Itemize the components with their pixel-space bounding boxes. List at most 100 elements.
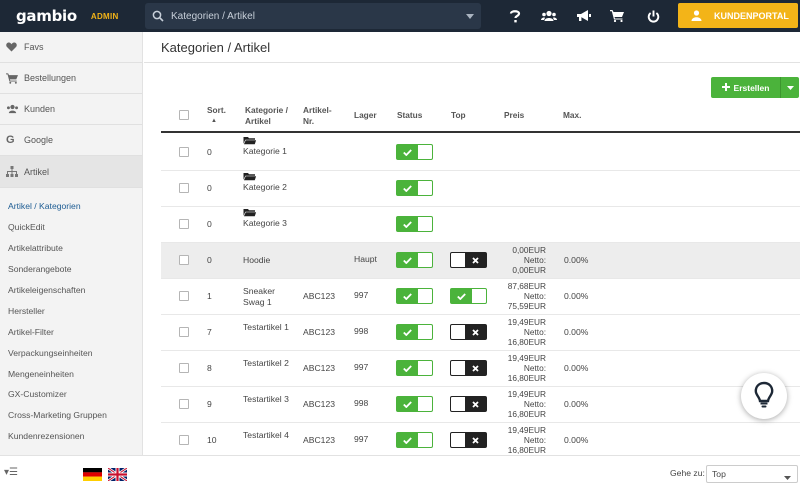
column-header-artnr[interactable]: Artikel- Nr. — [303, 105, 332, 126]
subnav-item-sonderangebote[interactable]: Sonderangebote — [8, 264, 72, 275]
row-sort: 0 — [207, 147, 212, 157]
table-row[interactable]: 0 Kategorie 2 — [161, 171, 800, 207]
status-toggle[interactable] — [396, 144, 433, 160]
subnav-item-artikel-kategorien[interactable]: Artikel / Kategorien — [8, 201, 81, 212]
table-row[interactable]: 1 Sneaker Swag 1 ABC123 997 87,68EUR Netto: 75… — [161, 279, 800, 315]
column-header-top[interactable]: Top — [451, 110, 466, 120]
row-name[interactable]: Testartikel 4 — [243, 430, 289, 440]
x-icon — [465, 253, 486, 267]
row-name[interactable]: Sneaker Swag 1 — [243, 286, 276, 307]
column-header-stock[interactable]: Lager — [354, 110, 377, 120]
create-button[interactable]: Erstellen — [711, 77, 799, 98]
kundenportal-button[interactable]: KUNDENPORTAL — [678, 3, 798, 28]
column-header-price[interactable]: Preis — [504, 110, 525, 120]
check-icon — [397, 289, 418, 303]
column-header-category[interactable]: Kategorie / Artikel — [245, 105, 288, 126]
sidebar-item-bestellungen[interactable]: Bestellungen — [0, 63, 142, 94]
top-toggle[interactable] — [450, 252, 487, 268]
check-icon — [397, 433, 418, 447]
table-row[interactable]: 0 Kategorie 3 — [161, 207, 800, 243]
create-button-main[interactable]: Erstellen — [711, 77, 780, 98]
top-toggle[interactable] — [450, 324, 487, 340]
search-bar[interactable]: Kategorien / Artikel — [145, 3, 481, 29]
top-toggle[interactable] — [450, 396, 487, 412]
x-icon — [465, 397, 486, 411]
subnav-item-gx-customizer[interactable]: GX-Customizer — [8, 389, 67, 400]
column-header-max[interactable]: Max. — [563, 110, 582, 120]
row-checkbox[interactable] — [179, 363, 189, 373]
subnav-item-cross-marketing[interactable]: Cross-Marketing Gruppen — [8, 410, 107, 421]
sidebar-item-favs[interactable]: Favs — [0, 32, 142, 63]
power-icon[interactable] — [637, 0, 669, 32]
row-checkbox[interactable] — [179, 147, 189, 157]
status-toggle[interactable] — [396, 288, 433, 304]
logo[interactable]: gambio ADMIN — [0, 0, 143, 32]
table-row[interactable]: 10 Testartikel 4 ABC123 997 19,49EUR Netto: 16… — [161, 423, 800, 459]
sidebar-item-artikel[interactable]: Artikel — [0, 156, 142, 188]
row-price: 0,00EUR Netto: 0,00EUR — [501, 245, 546, 279]
column-header-sort[interactable]: Sort. ▲ — [207, 105, 226, 127]
status-toggle[interactable] — [396, 216, 433, 232]
row-name[interactable]: Testartikel 3 — [243, 394, 289, 404]
subnav-item-quickedit[interactable]: QuickEdit — [8, 222, 45, 233]
caret-down-icon[interactable] — [459, 13, 481, 19]
table-row[interactable]: 9 Testartikel 3 ABC123 998 19,49EUR Netto: 16,… — [161, 387, 800, 423]
status-toggle[interactable] — [396, 396, 433, 412]
select-all-checkbox[interactable] — [179, 110, 189, 120]
cart-icon[interactable] — [601, 0, 633, 32]
search-input[interactable]: Kategorien / Artikel — [171, 10, 255, 22]
row-checkbox[interactable] — [179, 399, 189, 409]
subnav-item-mengeneinheiten[interactable]: Mengeneinheiten — [8, 368, 74, 379]
row-checkbox[interactable] — [179, 183, 189, 193]
megaphone-icon[interactable] — [567, 0, 599, 32]
row-name[interactable]: Kategorie 2 — [243, 182, 287, 192]
row-checkbox[interactable] — [179, 291, 189, 301]
subnav-item-kundenrezensionen[interactable]: Kundenrezensionen — [8, 431, 85, 442]
top-toggle[interactable] — [450, 288, 487, 304]
top-toggle[interactable] — [450, 360, 487, 376]
table-row[interactable]: 0 Kategorie 1 — [161, 135, 800, 171]
table-row[interactable]: 0 Hoodie Haupt 0,00EUR Netto: 0,00EUR 0.00% — [161, 243, 800, 279]
help-icon[interactable] — [499, 0, 531, 32]
users-icon[interactable] — [533, 0, 565, 32]
row-name[interactable]: Testartikel 1 — [243, 322, 289, 332]
check-icon — [397, 361, 418, 375]
uk-flag-icon[interactable] — [107, 466, 128, 483]
column-header-status[interactable]: Status — [397, 110, 423, 120]
top-toggle[interactable] — [450, 432, 487, 448]
subnav-item-artikelattribute[interactable]: Artikelattribute — [8, 243, 63, 254]
status-toggle[interactable] — [396, 324, 433, 340]
goto-select[interactable]: Top — [706, 465, 798, 483]
status-toggle[interactable] — [396, 180, 433, 196]
row-name[interactable]: Kategorie 1 — [243, 146, 287, 156]
table-row[interactable]: 7 Testartikel 1 ABC123 998 19,49EUR Netto: 16,… — [161, 315, 800, 351]
row-name[interactable]: Kategorie 3 — [243, 218, 287, 228]
help-bubble[interactable] — [741, 373, 787, 419]
row-checkbox[interactable] — [179, 219, 189, 229]
sidebar-item-kunden[interactable]: Kunden — [0, 94, 142, 125]
subnav-item-artikel-filter[interactable]: Artikel-Filter — [8, 326, 54, 337]
row-name[interactable]: Testartikel 2 — [243, 358, 289, 368]
row-checkbox[interactable] — [179, 435, 189, 445]
status-toggle[interactable] — [396, 360, 433, 376]
german-flag-icon[interactable] — [83, 468, 102, 481]
users-icon — [6, 104, 24, 114]
sidebar-item-label: Bestellungen — [24, 73, 77, 83]
sidebar-subnav: Artikel / Kategorien QuickEdit Artikelat… — [0, 188, 142, 447]
sidebar-item-label: Artikel — [24, 166, 50, 177]
status-toggle[interactable] — [396, 252, 433, 268]
page-title: Kategorien / Artikel — [161, 40, 271, 55]
subnav-item-hersteller[interactable]: Hersteller — [8, 305, 45, 316]
subnav-item-artikeleigenschaften[interactable]: Artikeleigenschaften — [8, 285, 86, 295]
check-icon — [397, 325, 418, 339]
sidebar-item-google[interactable]: G Google — [0, 125, 142, 156]
table-row[interactable]: 8 Testartikel 2 ABC123 997 19,49EUR Netto: 16,… — [161, 351, 800, 387]
menu-toggle-icon[interactable]: ▾☰ — [4, 466, 18, 478]
subnav-item-verpackungseinheiten[interactable]: Verpackungseinheiten — [8, 347, 93, 358]
status-toggle[interactable] — [396, 432, 433, 448]
row-checkbox[interactable] — [179, 327, 189, 337]
row-checkbox[interactable] — [179, 255, 189, 265]
caret-down-icon — [784, 472, 791, 482]
row-name[interactable]: Hoodie — [243, 255, 271, 265]
caret-down-icon[interactable] — [780, 77, 799, 98]
